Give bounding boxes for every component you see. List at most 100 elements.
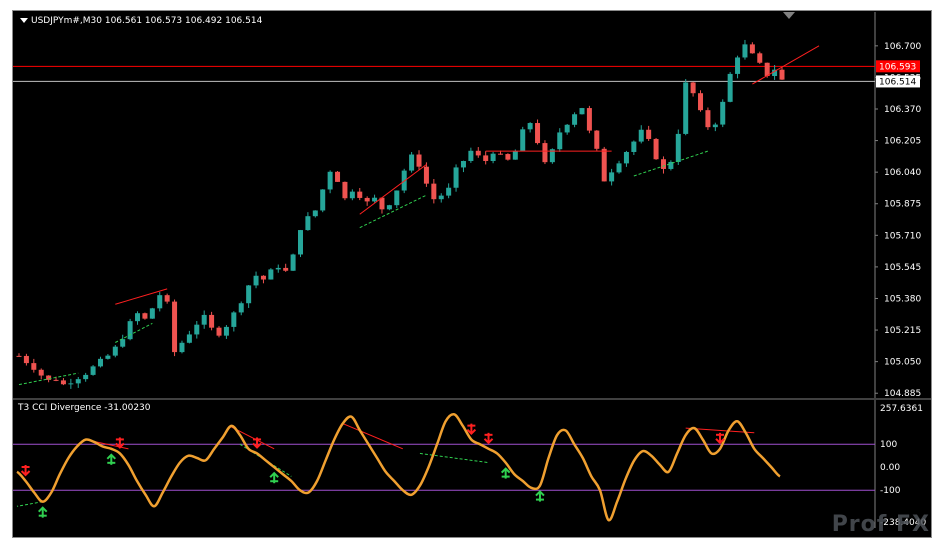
down-arrow-icon — [252, 437, 262, 449]
candle-body — [468, 150, 474, 162]
candle-body — [438, 195, 444, 200]
candle — [16, 353, 22, 357]
candle — [712, 122, 718, 132]
candle — [757, 51, 763, 64]
candle — [127, 318, 133, 341]
watermark-text: Prof FX — [831, 512, 930, 537]
candle — [638, 125, 644, 144]
down-arrow-icon — [115, 437, 125, 449]
candle-body — [712, 124, 718, 128]
price-tick-label: 104.885 — [884, 389, 921, 399]
candle — [668, 160, 674, 171]
candle — [172, 299, 178, 357]
candle-body — [268, 269, 274, 280]
candle — [653, 137, 659, 160]
candle — [164, 293, 170, 304]
candlestick-series — [16, 39, 785, 389]
candle-body — [46, 375, 52, 380]
candle — [542, 140, 548, 165]
candle — [609, 168, 615, 186]
candle-body — [601, 148, 607, 182]
candle-body — [312, 210, 318, 217]
candle-body — [586, 108, 592, 131]
candle — [275, 264, 281, 273]
down-arrow-icon — [466, 423, 477, 436]
candle — [379, 197, 385, 214]
candle — [342, 181, 348, 201]
candle-body — [349, 191, 355, 199]
cci-line-series — [16, 412, 781, 522]
candle-body — [742, 44, 748, 58]
candle — [312, 210, 318, 218]
down-arrow-icon — [20, 464, 31, 477]
candle-body — [75, 379, 81, 384]
down-arrow-icon — [483, 432, 494, 445]
candle — [705, 107, 711, 130]
candle — [446, 183, 452, 199]
arrow-head — [38, 506, 48, 513]
candle — [112, 344, 118, 358]
candle-body — [201, 314, 207, 325]
candle-body — [527, 123, 533, 130]
candle-body — [172, 301, 178, 353]
candle-body — [453, 167, 459, 188]
price-tick-label: 106.040 — [884, 168, 921, 178]
watermark-logo: Prof FX — [832, 512, 930, 537]
cci-bear-divergence-line — [342, 423, 403, 450]
up-arrow-icon — [106, 453, 117, 465]
candle-body — [231, 312, 237, 327]
candle-body — [372, 197, 378, 202]
candle-body — [179, 342, 185, 353]
candle — [505, 153, 511, 161]
candle — [327, 170, 333, 194]
candle-body — [194, 324, 200, 335]
candle — [283, 263, 289, 272]
candle-body — [238, 303, 244, 313]
candle — [97, 356, 103, 368]
candle — [142, 312, 148, 320]
arrow-head — [535, 490, 545, 497]
arrow-head — [20, 470, 31, 477]
candle-body — [431, 183, 437, 200]
candle-body — [749, 44, 755, 54]
candle-body — [505, 154, 511, 160]
indicator-tick-label: 0.00 — [880, 463, 900, 473]
indicator-axis: 257.6361 100 0.00 -100 -238.4040 — [874, 400, 926, 528]
candle-body — [364, 197, 370, 202]
price-axis: 106.700106.535106.370106.205106.040105.8… — [13, 12, 931, 400]
indicator-tick-label: -100 — [880, 486, 901, 496]
candle-body — [675, 133, 681, 162]
ask-tag-label: 106.514 — [879, 77, 916, 87]
chart-window[interactable] — [12, 10, 932, 538]
candle — [483, 151, 489, 165]
candle-body — [735, 57, 741, 74]
candle-body — [498, 153, 504, 155]
candle — [135, 311, 141, 325]
candle — [423, 162, 429, 187]
candle-body — [90, 366, 96, 375]
price-level-lines — [13, 65, 875, 82]
bear-divergence-line — [359, 164, 427, 215]
candle-body — [483, 155, 489, 161]
price-tick-label: 105.545 — [884, 263, 921, 273]
candle-body — [16, 355, 22, 357]
candle — [460, 160, 466, 173]
candle-body — [127, 321, 133, 340]
candle-body — [186, 334, 192, 343]
arrow-head — [106, 453, 117, 460]
candle — [253, 271, 259, 289]
price-tick-label: 106.370 — [884, 105, 921, 115]
candle — [727, 72, 733, 103]
candle-body — [112, 346, 118, 356]
candle-body — [475, 150, 481, 156]
candle — [335, 171, 341, 182]
dropdown-icon[interactable] — [20, 18, 28, 23]
candle-body — [53, 379, 59, 381]
candle — [260, 275, 266, 284]
candle-body — [379, 197, 385, 210]
candle — [616, 160, 622, 174]
chart-shift-marker-icon — [783, 12, 795, 19]
cci-bull-divergence-line — [16, 501, 43, 507]
candle — [31, 358, 37, 373]
